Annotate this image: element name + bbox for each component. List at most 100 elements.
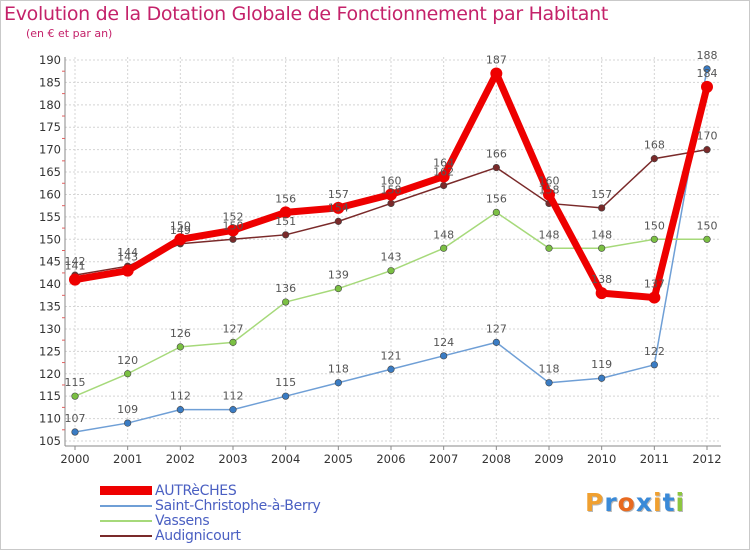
legend-swatch-saint-christophe [100,505,152,507]
data-label-vassens: 156 [486,192,507,205]
data-point-vassens [334,285,342,293]
x-tick-label: 2012 [692,452,721,466]
data-label-vassens: 148 [539,228,560,241]
x-tick-label: 2001 [113,452,142,466]
data-label-vassens: 127 [223,322,244,335]
y-tick-label: 125 [39,344,61,358]
data-point-saint-christophe [545,379,553,387]
data-label-autreches: 143 [117,251,138,264]
proxiti-logo: Proxiti [585,488,685,517]
data-label-audignicourt: 144 [117,246,138,259]
data-point-saint-christophe [176,406,184,414]
y-tick-label: 185 [39,75,61,89]
data-label-audignicourt: 150 [223,219,244,232]
logo-letter: o [617,488,636,517]
x-tick-label: 2008 [482,452,511,466]
data-point-autreches [437,170,450,183]
data-point-audignicourt [598,204,606,212]
x-tick-label: 2005 [324,452,353,466]
data-point-saint-christophe [492,338,500,346]
data-label-audignicourt: 166 [486,148,507,161]
legend-label-vassens: Vassens [155,513,210,529]
data-label-audignicourt: 158 [539,183,560,196]
x-tick-label: 2007 [429,452,458,466]
x-tick-label: 2010 [587,452,616,466]
data-label-saint-christophe: 109 [117,403,138,416]
data-label-vassens: 126 [170,327,191,340]
x-tick-label: 2006 [376,452,405,466]
data-label-saint-christophe: 119 [591,358,612,371]
data-label-saint-christophe: 124 [433,336,454,349]
data-label-audignicourt: 158 [381,183,402,196]
legend-label-audignicourt: Audignicourt [155,528,241,544]
data-point-saint-christophe [71,428,79,436]
data-label-saint-christophe: 107 [65,412,86,425]
data-label-saint-christophe: 122 [644,345,665,358]
data-point-autreches [385,188,397,201]
data-label-saint-christophe: 112 [223,390,244,403]
data-point-saint-christophe [229,406,237,414]
data-point-saint-christophe [387,365,395,373]
data-label-autreches: 157 [328,188,349,201]
data-label-autreches: 160 [381,174,402,187]
data-point-saint-christophe [703,65,711,73]
logo-letter: x [635,488,653,517]
data-label-autreches: 160 [539,174,560,187]
x-tick-label: 2002 [166,452,195,466]
data-label-vassens: 139 [328,269,349,282]
data-point-vassens [387,267,395,275]
y-tick-label: 120 [39,367,61,381]
x-tick-label: 2000 [60,452,89,466]
y-tick-label: 105 [39,434,61,448]
data-point-autreches [279,206,292,219]
legend-swatch-vassens [100,520,152,522]
y-tick-label: 190 [39,53,61,67]
data-point-saint-christophe [598,374,606,382]
data-point-autreches [174,233,187,246]
data-label-autreches: 187 [486,53,507,66]
data-point-vassens [492,208,500,216]
data-label-autreches: 164 [433,157,454,170]
data-label-autreches: 137 [644,278,665,291]
y-tick-label: 110 [39,412,61,426]
data-label-vassens: 150 [697,219,718,232]
data-label-vassens: 136 [275,282,296,295]
data-point-autreches [332,201,345,214]
data-point-vassens [703,235,711,243]
data-point-autreches [701,80,713,93]
data-label-audignicourt: 142 [65,255,86,268]
data-label-vassens: 148 [591,228,612,241]
data-label-vassens: 150 [644,219,665,232]
data-point-autreches [490,67,503,80]
chart-subtitle: (en € et par an) [26,27,113,40]
plot-area [65,57,721,441]
data-point-vassens [650,235,658,243]
data-point-audignicourt [703,146,711,154]
logo-letter: i [675,488,686,517]
data-point-audignicourt [334,217,342,225]
y-tick-label: 135 [39,300,61,314]
y-tick-label: 115 [39,389,61,403]
data-label-audignicourt: 157 [591,188,612,201]
y-tick-label: 140 [39,277,61,291]
data-point-audignicourt [440,181,448,190]
data-label-audignicourt: 151 [275,215,296,228]
logo-letter: i [653,488,663,517]
data-point-audignicourt [387,199,395,208]
data-point-vassens [440,244,448,252]
y-tick-label: 155 [39,210,61,224]
data-point-saint-christophe [124,419,132,427]
data-point-audignicourt [282,231,290,239]
logo-letter: t [662,488,676,517]
data-label-vassens: 143 [381,251,402,264]
x-tick-label: 2009 [534,452,563,466]
data-point-vassens [71,392,79,400]
data-label-vassens: 148 [433,228,454,241]
data-point-autreches [595,287,608,300]
legend-swatch-audignicourt [100,535,152,537]
data-label-saint-christophe: 118 [539,363,560,376]
y-tick-label: 165 [39,165,61,179]
data-point-saint-christophe [282,392,290,400]
data-point-saint-christophe [650,361,658,369]
